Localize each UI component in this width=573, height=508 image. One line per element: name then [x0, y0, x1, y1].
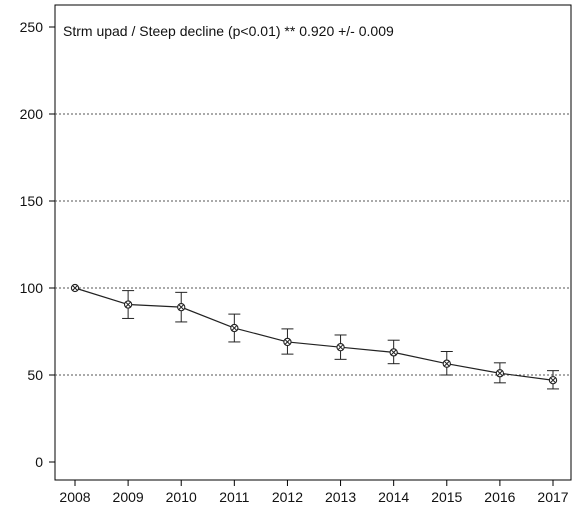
data-point-2013	[336, 343, 345, 352]
x-tick-label-2013: 2013	[325, 489, 356, 505]
data-point-2017	[548, 376, 558, 385]
x-tick-label-2012: 2012	[272, 489, 303, 505]
x-tick-label-2016: 2016	[484, 489, 515, 505]
marker-cross-b	[178, 304, 185, 311]
x-tick-label-2011: 2011	[219, 489, 249, 505]
marker-cross-b	[390, 349, 397, 356]
data-point-2010	[177, 302, 186, 312]
y-tick-label-0: 0	[35, 454, 43, 470]
data-points	[70, 283, 558, 385]
x-tick-label-2010: 2010	[166, 489, 197, 505]
x-tick-label-2009: 2009	[113, 489, 144, 505]
x-tick-label-2015: 2015	[431, 489, 462, 505]
y-tick-label-50: 50	[27, 367, 43, 383]
y-tick-label-250: 250	[20, 19, 44, 35]
data-point-2014	[389, 348, 398, 357]
y-tick-label-150: 150	[20, 193, 44, 209]
chart-title: Strm upad / Steep decline (p<0.01) ** 0.…	[63, 23, 394, 39]
marker-cross-b	[72, 285, 78, 291]
data-point-2012	[283, 337, 292, 347]
marker-cross-b	[231, 325, 238, 331]
marker-cross-b	[550, 377, 556, 384]
plot-frame	[54, 4, 572, 481]
marker-cross-b	[443, 360, 450, 367]
marker-cross-b	[125, 301, 132, 308]
data-point-2015	[442, 359, 451, 368]
data-point-2009	[123, 300, 133, 309]
marker-cross-b	[496, 370, 503, 377]
marker-cross-b	[337, 344, 344, 351]
error-bars	[122, 290, 559, 390]
y-axis: 0 50 100 150 200 250	[20, 19, 55, 470]
data-point-2016	[495, 369, 505, 378]
data-point-2011	[230, 323, 239, 333]
y-tick-label-200: 200	[20, 106, 44, 122]
x-tick-label-2017: 2017	[537, 489, 568, 505]
data-point-2008	[70, 283, 80, 293]
marker-cross-b	[284, 338, 291, 345]
y-tick-label-100: 100	[20, 280, 44, 296]
x-axis: 2008 2009 2010 2011 2012 2013 2014 2015 2016 2017	[59, 480, 569, 505]
x-tick-label-2008: 2008	[59, 489, 90, 505]
x-tick-label-2014: 2014	[378, 489, 409, 505]
series-line	[74, 287, 554, 381]
gridlines	[55, 113, 571, 376]
